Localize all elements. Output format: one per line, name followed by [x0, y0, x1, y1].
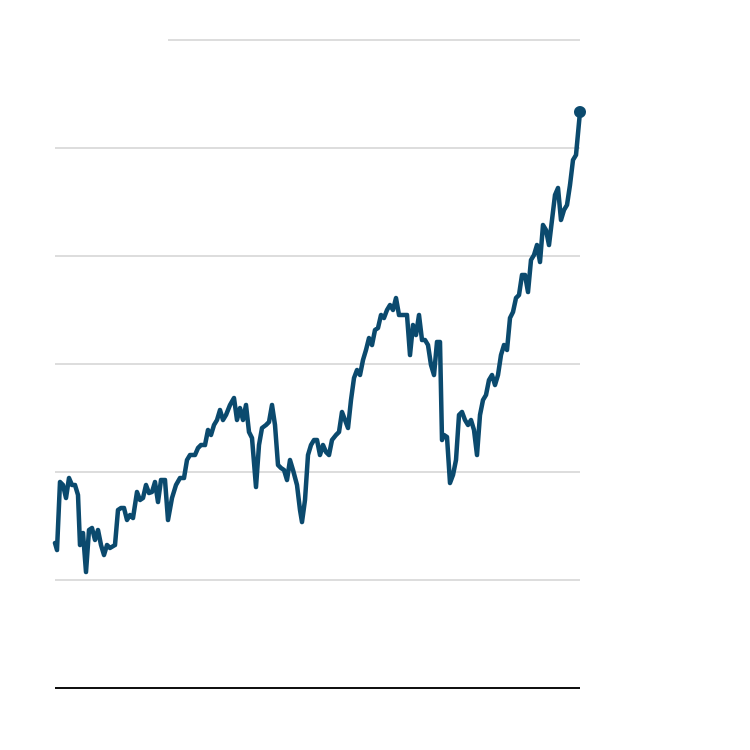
data-line [52, 109, 583, 575]
end-point [574, 106, 586, 118]
